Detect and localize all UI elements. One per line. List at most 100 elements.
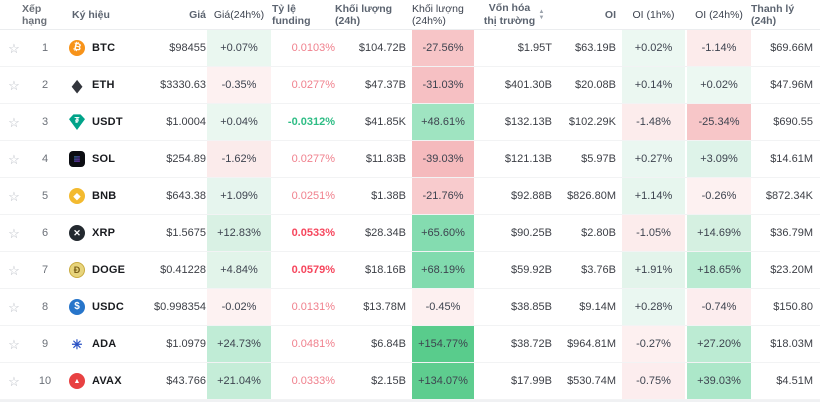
table-row[interactable]: ☆ 10 ▲ AVAX $43.766 +21.04% 0.0333% $2.1… bbox=[0, 363, 820, 400]
star-icon[interactable]: ☆ bbox=[8, 114, 20, 130]
symbol-label: XRP bbox=[92, 227, 116, 239]
price-change-cell: +0.04% bbox=[207, 104, 271, 140]
sort-up-icon: ▲ bbox=[538, 8, 545, 15]
funding-rate-cell: 0.0277% bbox=[291, 153, 335, 165]
header-funding-rate[interactable]: Tỷ lệ funding bbox=[272, 2, 311, 27]
table-row[interactable]: ☆ 5 ◆ BNB $643.38 +1.09% 0.0251% $1.38B … bbox=[0, 178, 820, 215]
symbol-label: DOGE bbox=[92, 264, 126, 276]
header-oi[interactable]: OI bbox=[604, 8, 616, 21]
volume-cell: $13.78M bbox=[363, 301, 406, 313]
coin-icon: $ bbox=[69, 299, 85, 315]
table-body: ☆ 1 ₿ BTC $98455 +0.07% 0.0103% $104.72B… bbox=[0, 30, 820, 400]
symbol-cell: $ USDC bbox=[62, 289, 140, 325]
star-icon[interactable]: ☆ bbox=[8, 373, 20, 389]
header-market-cap[interactable]: Vốn hóa thị trường ▲ ▼ bbox=[476, 2, 552, 26]
bottom-strip bbox=[0, 400, 820, 402]
table-row[interactable]: ☆ 7 Ð DOGE $0.41228 +4.84% 0.0579% $18.1… bbox=[0, 252, 820, 289]
oi-1h-change-cell: -1.05% bbox=[622, 215, 685, 251]
funding-rate-cell: 0.0277% bbox=[291, 79, 335, 91]
header-symbol[interactable]: Ký hiệu bbox=[72, 8, 110, 21]
table-row[interactable]: ☆ 8 $ USDC $0.998354 -0.02% 0.0131% $13.… bbox=[0, 289, 820, 326]
oi-cell: $826.80M bbox=[567, 190, 616, 202]
rank-cell: 5 bbox=[41, 190, 49, 202]
header-market-cap-label: Vốn hóa thị trường bbox=[483, 2, 536, 27]
price-cell: $0.41228 bbox=[160, 264, 206, 276]
star-icon[interactable]: ☆ bbox=[8, 225, 20, 241]
oi-cell: $9.14M bbox=[579, 301, 616, 313]
oi-24h-change-cell: -0.26% bbox=[687, 178, 751, 214]
oi-24h-change-cell: +18.65% bbox=[687, 252, 751, 288]
funding-rate-cell: 0.0533% bbox=[291, 227, 335, 239]
rank-cell: 4 bbox=[41, 153, 49, 165]
header-rank[interactable]: Xếp hạng bbox=[22, 2, 48, 27]
favorite-star-cell: ☆ bbox=[0, 104, 28, 140]
liquidation-cell: $4.51M bbox=[776, 375, 813, 387]
liquidation-cell: $36.79M bbox=[770, 227, 813, 239]
price-change-cell: +12.83% bbox=[207, 215, 271, 251]
oi-24h-change-cell: +0.02% bbox=[687, 67, 751, 103]
header-volume-change-24h[interactable]: Khối lượng (24h%) bbox=[412, 2, 464, 27]
market-cap-cell: $59.92B bbox=[511, 264, 552, 276]
price-change-cell: -0.35% bbox=[207, 67, 271, 103]
oi-24h-change-cell: +14.69% bbox=[687, 215, 751, 251]
volume-cell: $47.37B bbox=[365, 79, 406, 91]
price-cell: $3330.63 bbox=[160, 79, 206, 91]
volume-cell: $2.15B bbox=[371, 375, 406, 387]
header-oi-1h[interactable]: OI (1h%) bbox=[632, 8, 675, 21]
symbol-cell: ✕ XRP bbox=[62, 215, 140, 251]
oi-1h-change-cell: +0.14% bbox=[622, 67, 685, 103]
liquidation-cell: $23.20M bbox=[770, 264, 813, 276]
rank-cell: 7 bbox=[41, 264, 49, 276]
star-icon[interactable]: ☆ bbox=[8, 188, 20, 204]
price-change-cell: +4.84% bbox=[207, 252, 271, 288]
star-icon[interactable]: ☆ bbox=[8, 77, 20, 93]
symbol-label: ADA bbox=[92, 338, 117, 350]
symbol-label: ETH bbox=[92, 79, 115, 91]
symbol-cell: ✳ ADA bbox=[62, 326, 140, 362]
header-price[interactable]: Giá bbox=[189, 8, 206, 21]
liquidation-cell: $690.55 bbox=[773, 116, 813, 128]
symbol-cell: ◆ BNB bbox=[62, 178, 140, 214]
table-row[interactable]: ☆ 6 ✕ XRP $1.5675 +12.83% 0.0533% $28.34… bbox=[0, 215, 820, 252]
market-cap-cell: $38.85B bbox=[511, 301, 552, 313]
star-icon[interactable]: ☆ bbox=[8, 151, 20, 167]
market-cap-cell: $38.72B bbox=[511, 338, 552, 350]
table-row[interactable]: ☆ 3 ₮ USDT $1.0004 +0.04% -0.0312% $41.8… bbox=[0, 104, 820, 141]
table-row[interactable]: ☆ 4 ≡ SOL $254.89 -1.62% 0.0277% $11.83B… bbox=[0, 141, 820, 178]
price-cell: $643.38 bbox=[166, 190, 206, 202]
oi-cell: $102.29K bbox=[568, 116, 616, 128]
rank-cell: 6 bbox=[41, 227, 49, 239]
coin-icon: ✕ bbox=[69, 225, 85, 241]
price-change-cell: +1.09% bbox=[207, 178, 271, 214]
star-icon[interactable]: ☆ bbox=[8, 336, 20, 352]
star-icon[interactable]: ☆ bbox=[8, 299, 20, 315]
header-liquidation-24h[interactable]: Thanh lý (24h) bbox=[751, 2, 795, 27]
price-change-cell: +0.07% bbox=[207, 30, 271, 66]
oi-1h-change-cell: -1.48% bbox=[622, 104, 685, 140]
symbol-cell: ▲ AVAX bbox=[62, 363, 140, 399]
sort-icon[interactable]: ▲ ▼ bbox=[539, 9, 545, 21]
star-icon[interactable]: ☆ bbox=[8, 40, 20, 56]
liquidation-cell: $69.66M bbox=[770, 42, 813, 54]
price-cell: $1.0979 bbox=[166, 338, 206, 350]
market-cap-cell: $1.95T bbox=[517, 42, 552, 54]
header-volume-24h[interactable]: Khối lượng (24h) bbox=[335, 2, 393, 27]
star-icon[interactable]: ☆ bbox=[8, 262, 20, 278]
market-cap-cell: $92.88B bbox=[511, 190, 552, 202]
header-oi-24h[interactable]: OI (24h%) bbox=[695, 8, 743, 21]
funding-rate-cell: 0.0131% bbox=[291, 301, 335, 313]
table-row[interactable]: ☆ 1 ₿ BTC $98455 +0.07% 0.0103% $104.72B… bbox=[0, 30, 820, 67]
price-cell: $1.5675 bbox=[166, 227, 206, 239]
symbol-cell: ≡ SOL bbox=[62, 141, 140, 177]
table-row[interactable]: ☆ 2 ◆ ETH $3330.63 -0.35% 0.0277% $47.37… bbox=[0, 67, 820, 104]
oi-cell: $5.97B bbox=[581, 153, 616, 165]
table-row[interactable]: ☆ 9 ✳ ADA $1.0979 +24.73% 0.0481% $6.84B… bbox=[0, 326, 820, 363]
volume-change-cell: +48.61% bbox=[412, 104, 474, 140]
header-price-change-24h[interactable]: Giá(24h%) bbox=[213, 8, 265, 21]
price-cell: $254.89 bbox=[166, 153, 206, 165]
volume-change-cell: -0.45% bbox=[412, 289, 474, 325]
favorite-star-cell: ☆ bbox=[0, 326, 28, 362]
price-change-cell: +21.04% bbox=[207, 363, 271, 399]
favorite-star-cell: ☆ bbox=[0, 141, 28, 177]
